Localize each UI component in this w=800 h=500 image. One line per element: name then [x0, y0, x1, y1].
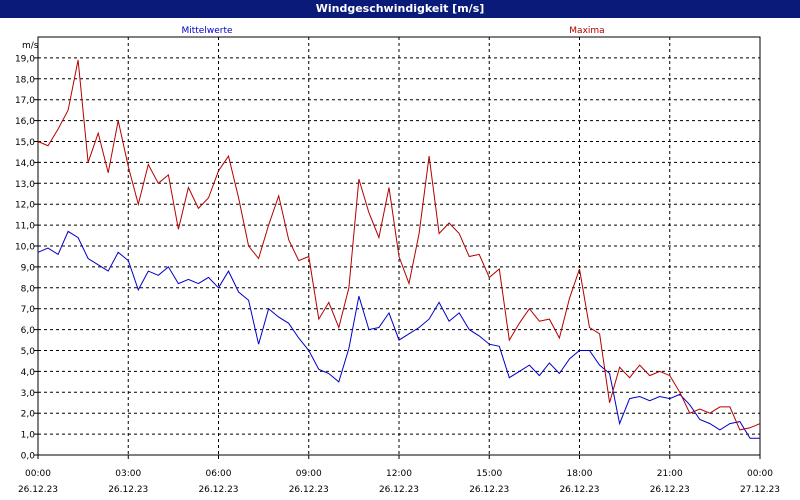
- x-tick-date-label: 26.12.23: [559, 485, 599, 495]
- x-tick-time-label: 00:00: [25, 469, 51, 479]
- chart-title: Windgeschwindigkeit [m/s]: [0, 0, 800, 18]
- x-tick-time-label: 00:00: [747, 469, 773, 479]
- x-tick-time-label: 09:00: [296, 469, 322, 479]
- y-tick-label: 8,0: [21, 284, 36, 294]
- y-tick-label: 2,0: [21, 410, 36, 420]
- y-tick-label: 1,0: [21, 431, 36, 441]
- y-tick-label: 14,0: [15, 159, 35, 169]
- y-tick-label: 11,0: [15, 222, 35, 232]
- x-tick-time-label: 12:00: [386, 469, 412, 479]
- y-tick-label: 16,0: [15, 117, 35, 127]
- x-tick-date-label: 26.12.23: [18, 485, 58, 495]
- x-tick-time-label: 21:00: [657, 469, 683, 479]
- x-tick-date-label: 26.12.23: [650, 485, 690, 495]
- x-tick-time-label: 15:00: [476, 469, 502, 479]
- series-line-maxima: [37, 59, 761, 431]
- y-tick-label: 19,0: [15, 54, 35, 64]
- y-tick-label: 9,0: [21, 263, 36, 273]
- series-line-mittelwerte: [37, 230, 760, 439]
- y-axis-ticks: 0,0 1,0 2,0 3,0 4,0 5,0 6,0 7,0 8,0 9,0 10,0 11,0 12…: [15, 54, 38, 462]
- legend-mittelwerte: Mittelwerte: [181, 26, 232, 36]
- y-tick-label: 12,0: [15, 201, 35, 211]
- y-tick-label: 3,0: [21, 389, 36, 399]
- x-tick-date-label: 26.12.23: [108, 485, 148, 495]
- y-tick-label: 17,0: [15, 96, 35, 106]
- x-tick-time-label: 18:00: [567, 469, 593, 479]
- x-tick-date-label: 26.12.23: [198, 485, 238, 495]
- x-tick-date-label: 26.12.23: [379, 485, 419, 495]
- y-tick-label: 7,0: [21, 305, 36, 315]
- legend-maxima: Maxima: [569, 26, 604, 36]
- y-tick-label: 5,0: [21, 347, 36, 357]
- y-tick-label: 4,0: [21, 368, 36, 378]
- y-axis-label: m/s: [22, 41, 39, 51]
- y-tick-label: 15,0: [15, 138, 35, 148]
- y-tick-label: 18,0: [15, 75, 35, 85]
- x-tick-time-label: 03:00: [115, 469, 141, 479]
- y-tick-label: 0,0: [21, 452, 36, 462]
- gridlines: [38, 37, 760, 455]
- y-tick-label: 6,0: [21, 326, 36, 336]
- x-tick-time-label: 06:00: [206, 469, 232, 479]
- y-tick-label: 10,0: [15, 243, 35, 253]
- x-axis-ticks: 00:00 26.12.23 03:00 26.12.23 06:00 26.12.23 0…: [18, 455, 780, 495]
- x-tick-date-label: 27.12.23: [740, 485, 780, 495]
- y-tick-label: 13,0: [15, 180, 35, 190]
- x-tick-date-label: 26.12.23: [469, 485, 509, 495]
- data-series: [37, 59, 761, 439]
- x-tick-date-label: 26.12.23: [289, 485, 329, 495]
